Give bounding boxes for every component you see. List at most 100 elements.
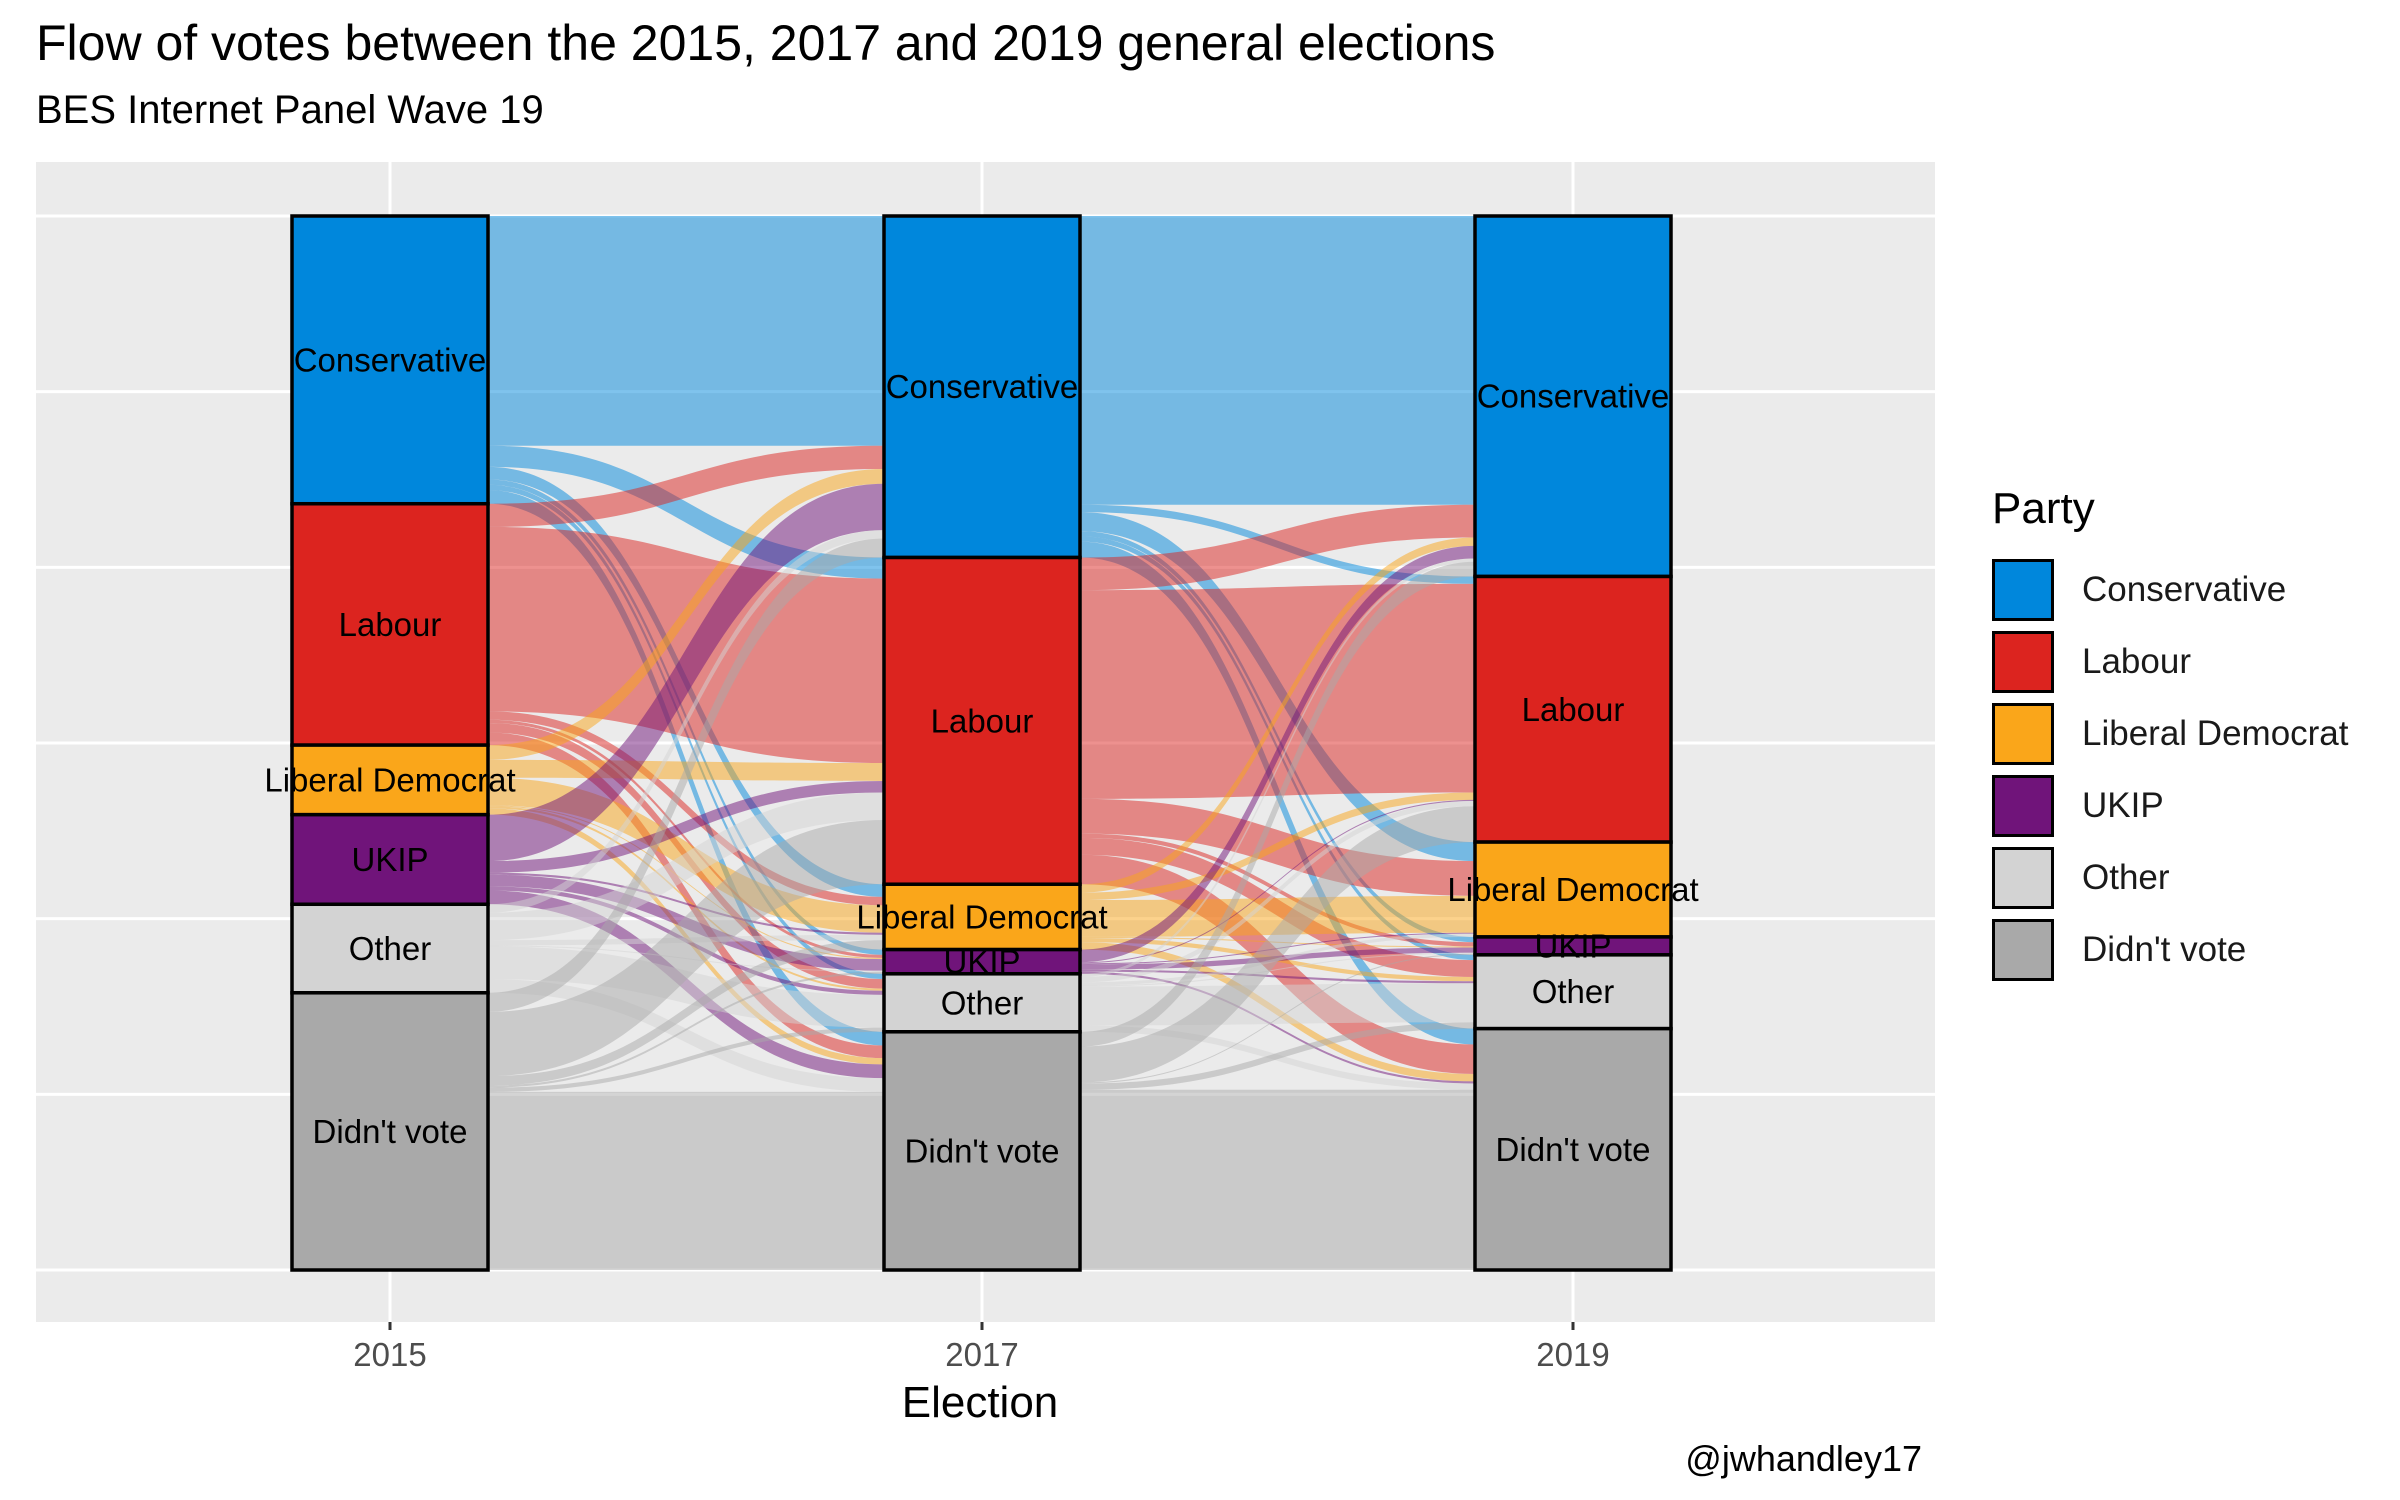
strata [290,214,1673,1272]
flow-2015-liberal-democrat-to-ukip [488,805,884,960]
stratum-label-2015-ukip: UKIP [351,841,428,878]
flow-2017-other-to-conservative [1080,558,1475,977]
stratum-label-2015-didn-t-vote: Didn't vote [313,1113,468,1150]
legend-label-ukip: UKIP [2082,786,2164,825]
stratum-2017-labour [882,555,1082,886]
stratum-label-2019-labour: Labour [1522,691,1625,728]
x-tick-label-2017: 2017 [945,1336,1018,1373]
stratum-2015-labour [290,501,490,747]
stratum-label-2015-labour: Labour [339,606,442,643]
caption: @jwhandley17 [1685,1438,1922,1479]
legend-swatch-other [1992,847,2054,909]
stratum-label-2017-ukip: UKIP [943,943,1020,980]
flow-2015-other-to-other [488,946,884,1028]
stratum-2015-liberal-democrat [290,743,490,817]
flow-2017-other-to-labour [1080,800,1475,983]
flow-2017-liberal-democrat-to-labour [1080,792,1475,901]
legend-label-labour: Labour [2082,642,2191,681]
stratum-2015-ukip [290,812,490,907]
legend-swatch-ukip [1992,775,2054,837]
stratum-2019-conservative [1473,214,1673,579]
legend-item-other: Other [1992,842,2349,914]
legend-swatch-liberal-democrat [1992,703,2054,765]
legend-items: Conservative Labour Liberal Democrat UKIP Ot… [1992,554,2349,986]
stratum-label-2019-other: Other [1532,973,1615,1010]
stratum-label-2017-didn-t-vote: Didn't vote [905,1132,1060,1169]
legend-item-conservative: Conservative [1992,554,2349,626]
flow-2015-didn-t-vote-to-conservative [488,538,884,1012]
legend-label-conservative: Conservative [2082,570,2287,609]
flow-2017-ukip-to-labour [1080,799,1475,964]
stratum-2019-liberal-democrat [1473,840,1673,939]
legend-swatch-didn-t-vote [1992,919,2054,981]
flow-2015-conservative-to-labour [488,445,884,579]
stratum-2017-ukip [882,947,1082,976]
flow-2017-liberal-democrat-to-conservative [1080,537,1475,893]
flow-2017-didn-t-vote-to-didn-t-vote [1080,1089,1475,1270]
flow-2017-didn-t-vote-to-conservative [1080,561,1475,1047]
stratum-2015-conservative [290,214,490,506]
stratum-label-2017-conservative: Conservative [886,368,1079,405]
stratum-2019-didn-t-vote [1473,1026,1673,1272]
stratum-label-2019-ukip: UKIP [1534,927,1611,964]
flow-2017-conservative-to-conservative [1080,216,1475,505]
flow-2017-didn-t-vote-to-other [1080,1022,1475,1090]
legend-item-ukip: UKIP [1992,770,2349,842]
stratum-label-2017-other: Other [941,984,1024,1021]
stratum-2017-didn-t-vote [882,1030,1082,1272]
stratum-2017-conservative [882,214,1082,560]
flow-2015-conservative-to-conservative [488,216,884,446]
stratum-label-2015-other: Other [349,930,432,967]
legend-item-didn-t-vote: Didn't vote [1992,914,2349,986]
flow-2015-liberal-democrat-to-other [488,806,884,991]
stratum-label-2019-conservative: Conservative [1477,378,1670,415]
stratum-label-2017-labour: Labour [931,702,1034,739]
stratum-label-2015-conservative: Conservative [294,341,487,378]
stratum-2017-liberal-democrat [882,882,1082,952]
flow-2015-ukip-to-labour [488,780,884,873]
flow-2015-labour-to-conservative [488,445,884,527]
flows [488,216,1475,1270]
stratum-labels: Conservative Labour Liberal Democrat UKIP Ot… [264,341,1698,1169]
legend-swatch-labour [1992,631,2054,693]
flow-2017-labour-to-didn-t-vote [1080,854,1475,1074]
stratum-label-2017-liberal-democrat: Liberal Democrat [856,898,1107,935]
stratum-2019-labour [1473,574,1673,844]
flow-2017-liberal-democrat-to-liberal-democrat [1080,895,1475,937]
flow-2015-other-to-conservative [488,530,884,913]
flow-2015-ukip-to-liberal-democrat [488,872,884,935]
x-tick-label-2019: 2019 [1536,1336,1609,1373]
flow-2015-ukip-to-conservative [488,483,884,862]
x-tick-label-2015: 2015 [353,1336,426,1373]
chart-subtitle: BES Internet Panel Wave 19 [36,88,544,132]
legend-title: Party [1992,484,2095,533]
flow-2017-labour-to-labour [1080,583,1475,799]
flow-2015-liberal-democrat-to-conservative [488,468,884,760]
stratum-2019-other [1473,953,1673,1031]
stratum-label-2015-liberal-democrat: Liberal Democrat [264,761,515,798]
legend-label-liberal-democrat: Liberal Democrat [2082,714,2349,753]
flow-2015-labour-to-ukip [488,719,884,959]
flow-2015-other-to-labour [488,792,884,941]
legend-label-other: Other [2082,858,2170,897]
flow-2015-didn-t-vote-to-ukip [488,971,884,1088]
legend-item-liberal-democrat: Liberal Democrat [1992,698,2349,770]
flow-2015-didn-t-vote-to-didn-t-vote [488,1091,884,1270]
stratum-2015-other [290,902,490,995]
flow-2017-other-to-ukip [1080,952,1475,987]
stratum-label-2019-liberal-democrat: Liberal Democrat [1447,871,1698,908]
flow-2015-other-to-didn-t-vote [488,979,884,1092]
flow-2017-didn-t-vote-to-ukip [1080,953,1475,1084]
flow-2015-labour-to-liberal-democrat [488,711,884,906]
legend-item-labour: Labour [1992,626,2349,698]
flow-2017-ukip-to-other [1080,969,1475,984]
flow-2017-ukip-to-conservative [1080,545,1475,963]
x-axis-ticks: 2015 2017 2019 [353,1322,1610,1373]
flow-2015-didn-t-vote-to-labour [488,819,884,1077]
flow-2017-didn-t-vote-to-labour [1080,806,1475,1083]
flow-2017-ukip-to-didn-t-vote [1080,971,1475,1084]
flow-2015-didn-t-vote-to-other [488,1027,884,1092]
flow-2015-didn-t-vote-to-liberal-democrat [488,940,884,1086]
legend-swatch-conservative [1992,559,2054,621]
